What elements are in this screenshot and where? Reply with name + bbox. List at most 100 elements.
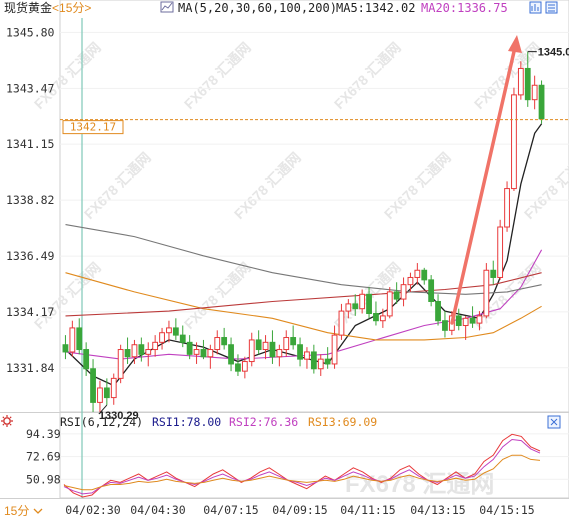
ma-legend: MA(5,20,30,60,100,200) [178, 1, 337, 15]
settings-icon[interactable] [1, 415, 13, 427]
candle-body-down [90, 368, 96, 403]
candle-body-up [517, 67, 524, 96]
candle-body-down [179, 334, 186, 343]
rsi3-readout: RSI3:69.09 [308, 415, 377, 429]
candle-body-up [69, 327, 76, 353]
candle-body-down [469, 317, 476, 324]
rsi-line-rsi1 [63, 433, 541, 498]
candle-body-up [476, 315, 483, 324]
ma-line-ma30 [65, 272, 542, 341]
candle-body-down [138, 344, 145, 355]
period-value: 15分 [59, 1, 84, 15]
candle-body-down [393, 291, 400, 300]
candle-body-down [200, 349, 207, 358]
candle-body-up [504, 188, 510, 228]
trend-arrow-shaft [450, 43, 518, 325]
chart-header: 现货黄金 <15分> MA(5,20,30,60,100,200) MA5:13… [4, 0, 558, 15]
panel-icon[interactable] [545, 1, 558, 14]
x-tick-label: 04/04:30 [130, 503, 185, 517]
y-tick-label: 1336.49 [6, 249, 55, 263]
x-tick-label: 04/11:15 [340, 503, 395, 517]
candle-body-down [366, 293, 372, 314]
ma20-readout: MA20:1336.75 [421, 1, 508, 15]
rsi-panel-icon[interactable] [547, 415, 561, 429]
x-tick-label: 04/07:15 [203, 503, 258, 517]
candle-body-up [283, 337, 290, 351]
candle-body-up [331, 334, 338, 365]
watermark-text: FX678 汇通网 [345, 471, 494, 498]
candle-body-down [352, 303, 359, 310]
candlestick-series [62, 51, 545, 412]
candle-body-down [172, 327, 179, 336]
candle-body-up [241, 361, 248, 372]
grid-lines [60, 31, 569, 480]
trend-arrow-head [508, 35, 522, 53]
footer-bar: 15分 [4, 504, 43, 518]
candle-body-down [269, 341, 276, 358]
candle-body-down [524, 67, 531, 101]
x-tick-label: 04/02:30 [65, 503, 120, 517]
period-button[interactable]: 15分 [4, 504, 43, 518]
grid-icon[interactable] [160, 1, 174, 13]
rsi-line-rsi2 [63, 438, 541, 495]
candle-body-up [407, 276, 414, 286]
low-label: 1330.29 [99, 410, 139, 422]
rsi1-readout: RSI1:78.00 [152, 415, 221, 429]
period-button-label: 15分 [4, 504, 29, 518]
candle-body-down [373, 313, 379, 322]
price-marker-box [62, 120, 124, 135]
candle-body-down [428, 279, 435, 302]
rsi-header: RSI(6,12,24) RSI1:78.00 RSI2:76.36 RSI3:… [1, 415, 561, 429]
candle-body-up [145, 349, 152, 355]
candle-body-down [538, 84, 545, 120]
candle-body-up [214, 337, 221, 351]
rsi-y-axis: 94.39 72.69 50.98 [26, 427, 61, 486]
x-tick-label: 04/09:15 [272, 503, 327, 517]
candle-body-down [490, 269, 497, 278]
candle-body-up [166, 327, 172, 334]
candle-body-down [297, 344, 303, 360]
candle-body-up [386, 291, 393, 317]
line-icon[interactable] [529, 1, 542, 14]
candle-body-down [290, 337, 297, 346]
candle-body-down [103, 387, 110, 399]
x-axis: 04/02:30 04/04:30 04/07:15 04/09:15 04/11:15… [65, 503, 534, 517]
symbol-name: 现货黄金 [4, 0, 52, 15]
candle-body-up [511, 94, 517, 190]
ma-line-ma100 [65, 224, 542, 295]
period-label: <15分> [52, 1, 91, 15]
rsi-y-tick-label: 50.98 [26, 472, 61, 486]
y-tick-label: 1331.84 [6, 361, 55, 375]
candle-body-down [235, 363, 241, 372]
y-tick-label: 1338.82 [6, 193, 54, 207]
candle-body-up [248, 339, 255, 363]
candle-body-up [131, 344, 138, 358]
candle-body-up [317, 358, 324, 370]
candle-body-up [400, 284, 407, 300]
candle-body-down [76, 327, 83, 351]
rsi-legend: RSI(6,12,24) [60, 415, 143, 429]
candle-body-up [483, 269, 490, 317]
rsi-y-tick-label: 94.39 [26, 427, 61, 441]
candle-body-down [455, 315, 462, 327]
candle-body-down [62, 344, 69, 353]
candle-body-down [221, 337, 228, 346]
candle-body-up [152, 341, 159, 351]
y-axis: 1345.80 1343.47 1341.15 1338.82 1336.49 1334.… [6, 25, 55, 374]
candle-body-up [193, 349, 200, 355]
candle-body-up [379, 315, 386, 322]
price-marker-label: 1342.17 [70, 121, 116, 134]
candle-body-down [83, 349, 90, 370]
candle-body-down [310, 351, 317, 370]
candle-body-up [207, 349, 214, 358]
candle-body-up [110, 377, 117, 399]
candle-body-up [304, 351, 310, 360]
candle-body-up [531, 84, 538, 101]
rsi-line-rsi3 [63, 454, 541, 491]
trend-arrow [450, 35, 522, 325]
candle-body-up [159, 332, 165, 343]
candle-body-up [359, 293, 366, 310]
low-pointer [98, 404, 108, 415]
